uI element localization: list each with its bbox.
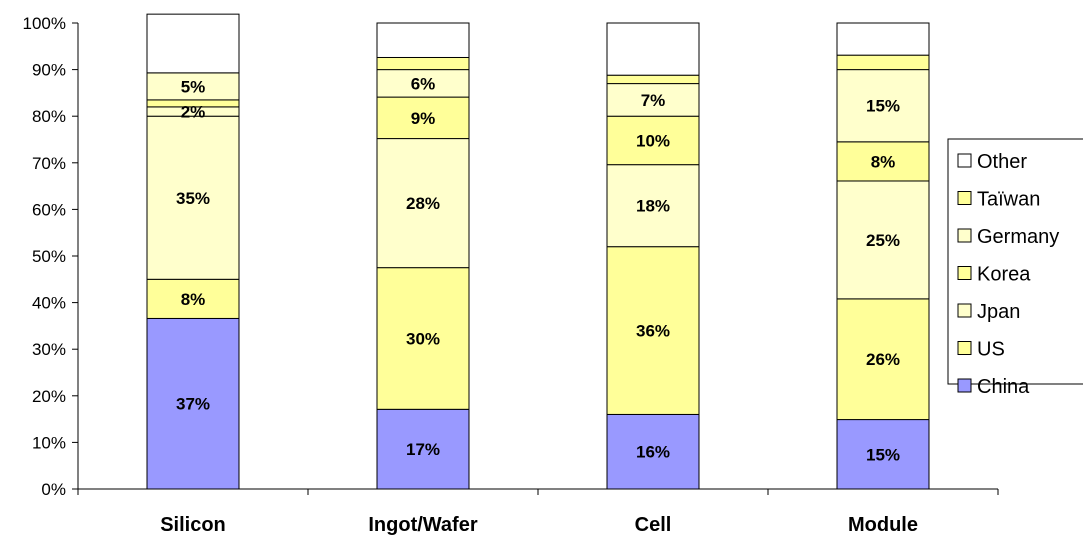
bar-segment xyxy=(836,141,930,182)
legend-label: US xyxy=(977,339,1005,361)
bar-segment xyxy=(606,413,700,490)
y-tick-label: 10% xyxy=(32,433,66,452)
legend-swatch xyxy=(957,341,972,355)
bar-segment xyxy=(146,278,240,319)
y-tick-label: 70% xyxy=(32,154,66,173)
bar-segment xyxy=(376,96,470,140)
category-label: Silicon xyxy=(160,514,226,536)
legend-label: Other xyxy=(977,151,1027,173)
bar-segment xyxy=(376,408,470,490)
bar-segment xyxy=(146,115,240,280)
legend-swatch xyxy=(957,228,972,243)
legend-label: Jpan xyxy=(977,301,1020,323)
bar-segment xyxy=(376,267,470,410)
data-label: 16% xyxy=(636,443,670,462)
data-label: 9% xyxy=(411,109,436,128)
bar-segment xyxy=(606,74,700,85)
data-label: 37% xyxy=(176,395,210,414)
bar-segment xyxy=(836,419,930,490)
data-label: 35% xyxy=(176,189,210,208)
legend-swatch xyxy=(957,378,972,393)
legend-swatch xyxy=(957,153,972,168)
legend-swatch xyxy=(957,303,972,318)
data-label: 15% xyxy=(866,97,900,116)
bar-segment xyxy=(836,298,930,421)
y-tick-label: 90% xyxy=(32,61,66,80)
bar-segment xyxy=(376,56,470,71)
category-label: Module xyxy=(848,514,918,536)
category-label: Ingot/Wafer xyxy=(368,514,477,536)
bar-segment xyxy=(836,54,930,71)
data-label: 10% xyxy=(636,131,670,150)
data-label: 17% xyxy=(406,440,440,459)
legend-label: Germany xyxy=(977,226,1059,248)
y-tick-label: 50% xyxy=(32,247,66,266)
bar-segment xyxy=(376,138,470,269)
data-label: 36% xyxy=(636,322,670,341)
y-tick-label: 100% xyxy=(23,14,66,33)
bars xyxy=(146,13,930,490)
data-label: 25% xyxy=(866,231,900,250)
y-tick-label: 20% xyxy=(32,387,66,406)
y-tick-label: 80% xyxy=(32,107,66,126)
y-tick-label: 0% xyxy=(41,480,66,499)
bar-segment xyxy=(606,22,700,76)
bar-segment xyxy=(146,13,240,74)
legend: Other Taïwan Germany Korea Jpan US China xyxy=(947,138,1083,398)
data-label: 28% xyxy=(406,194,440,213)
category-label: Cell xyxy=(635,514,672,536)
bar-segment xyxy=(606,83,700,117)
y-tick-label: 40% xyxy=(32,294,66,313)
y-tick-label: 60% xyxy=(32,200,66,219)
data-label: 5% xyxy=(181,77,206,96)
data-label: 26% xyxy=(866,350,900,369)
y-tick-label: 30% xyxy=(32,340,66,359)
bar-segment xyxy=(836,22,930,56)
data-label: 8% xyxy=(181,290,206,309)
data-labels: 37% 8% 35% 2% 5% 17% 30% 28% 9% 6% 16% 36% 18% 10% 7% 1… xyxy=(176,74,900,464)
data-label: 2% xyxy=(181,103,206,122)
legend-label: China xyxy=(977,376,1030,398)
bar-segment xyxy=(606,115,700,166)
data-label: 18% xyxy=(636,197,670,216)
axes: 0% 10% 20% 30% 40% 50% 60% 70% 80% 90% 100% Silicon… xyxy=(23,14,999,536)
bar-segment xyxy=(376,22,470,58)
bar-segment xyxy=(606,164,700,248)
legend-swatch xyxy=(957,191,972,205)
legend-label: Korea xyxy=(977,264,1031,286)
bar-segment xyxy=(606,246,700,415)
data-label: 6% xyxy=(411,74,436,93)
bar-segment xyxy=(836,69,930,143)
bar-segment xyxy=(376,69,470,98)
legend-swatch xyxy=(957,266,972,280)
data-label: 7% xyxy=(641,91,666,110)
data-label: 15% xyxy=(866,445,900,464)
data-label: 30% xyxy=(406,329,440,348)
data-label: 8% xyxy=(871,152,896,171)
legend-label: Taïwan xyxy=(977,189,1040,211)
